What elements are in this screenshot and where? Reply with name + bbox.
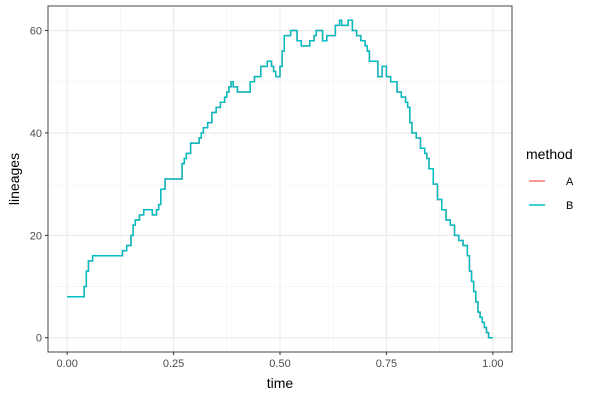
legend-label-A: A [566,176,574,188]
x-axis: 0.00 0.25 0.50 0.75 1.00 [56,352,504,370]
y-axis: 0 20 40 60 [30,26,48,345]
legend: method AB [526,146,574,215]
x-tick-label: 0.50 [269,358,290,370]
legend-label-B: B [566,200,573,212]
grid [48,6,512,352]
x-tick-label: 1.00 [482,358,503,370]
series-layer [67,19,493,339]
y-tick-label: 0 [36,333,42,345]
y-tick-label: 60 [30,26,42,38]
x-tick-label: 0.75 [376,358,397,370]
x-tick-label: 0.25 [163,358,184,370]
y-tick-label: 20 [30,230,42,242]
x-tick-label: 0.00 [56,358,77,370]
legend-title: method [526,146,573,162]
y-axis-title: lineages [6,153,22,205]
x-axis-title: time [267,375,294,391]
series-line-B [67,19,493,339]
y-tick-label: 40 [30,128,42,140]
